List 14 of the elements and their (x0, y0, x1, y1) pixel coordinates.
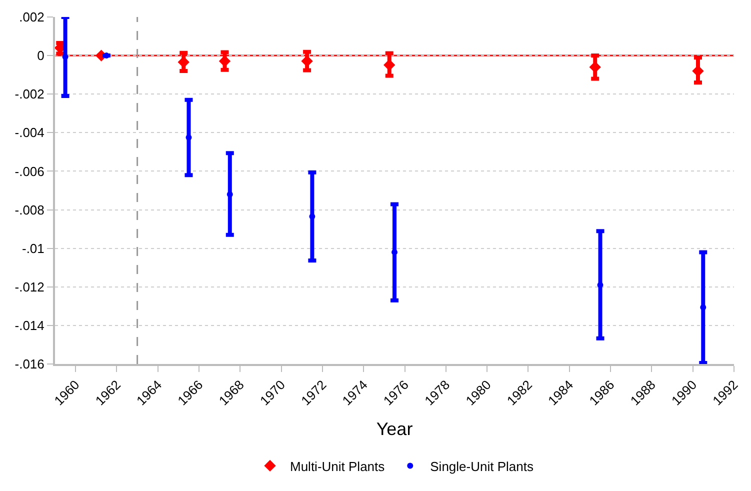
legend-label: Multi-Unit Plants (290, 458, 386, 474)
y-tick-label: -.006 (14, 164, 44, 179)
y-tick-label: -.012 (14, 279, 44, 294)
y-tick-label: -.002 (14, 86, 44, 102)
y-tick-label: -.008 (14, 202, 44, 218)
legend-label: Single-Unit Plants (430, 458, 534, 474)
y-tick-label: -.01 (22, 240, 44, 256)
x-axis-title: Year (376, 418, 413, 439)
y-tick-label: 0 (37, 48, 44, 64)
y-tick-label: -.004 (14, 125, 44, 140)
point (384, 59, 396, 71)
y-tick-label: -.014 (14, 318, 44, 333)
y-tick-label: .002 (19, 10, 44, 25)
y-tick-label: -.016 (14, 356, 44, 372)
